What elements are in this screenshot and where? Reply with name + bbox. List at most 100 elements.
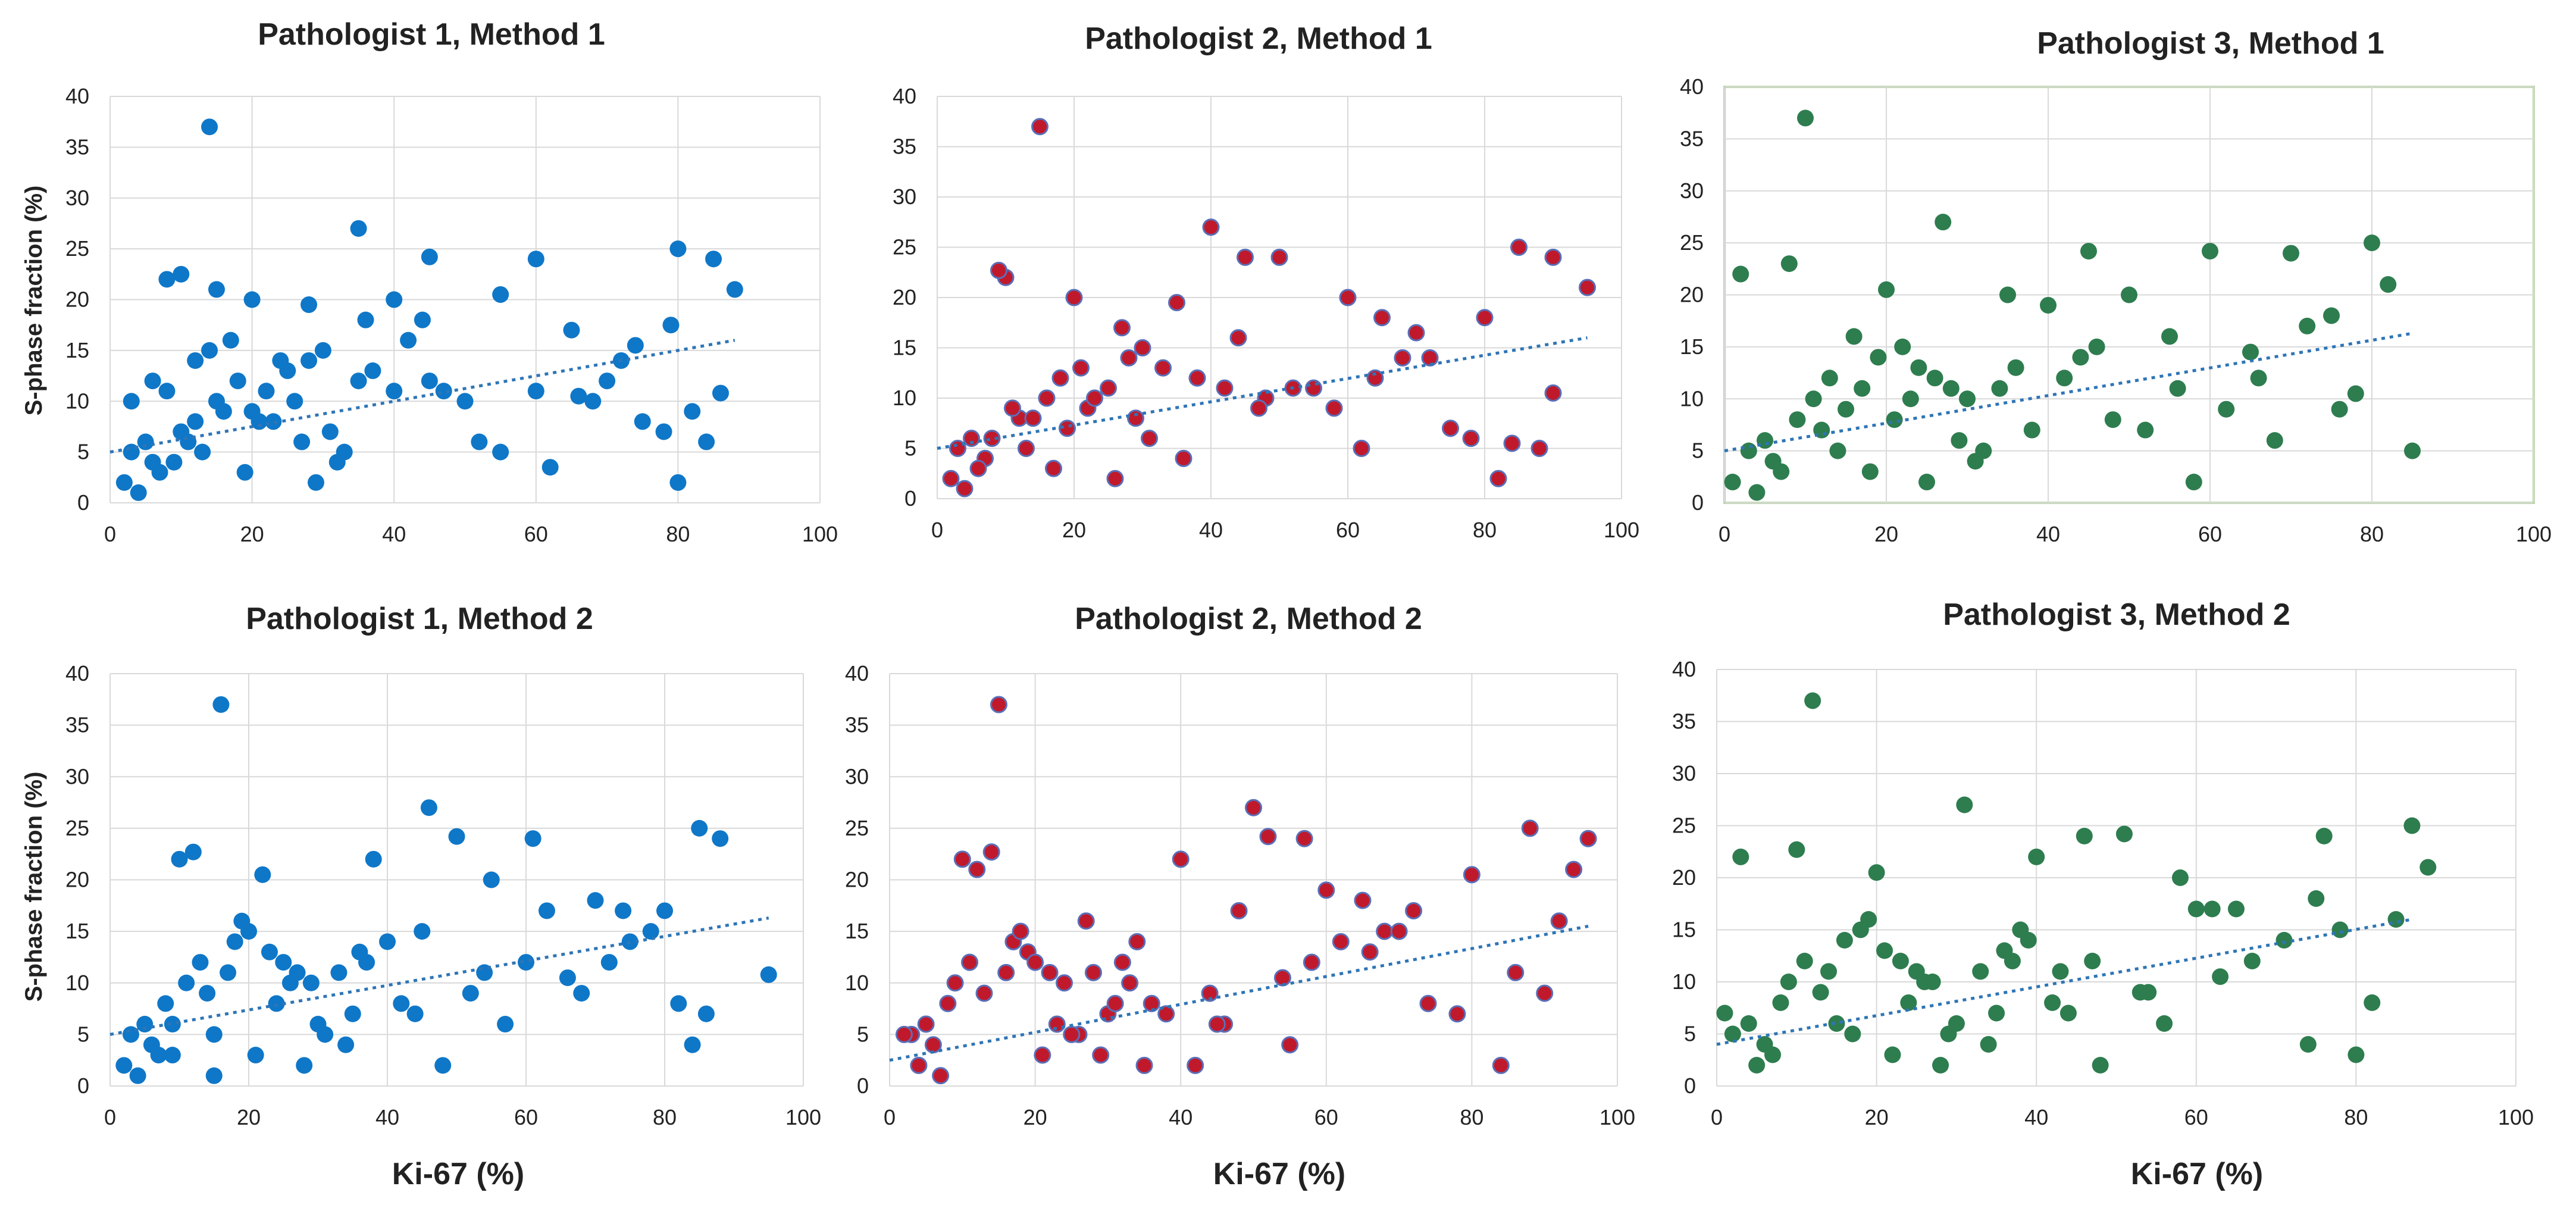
data-point — [1121, 974, 1139, 992]
y-tick-label: 35 — [845, 713, 869, 737]
x-tick-label: 100 — [1600, 1105, 1635, 1129]
y-tick-label: 5 — [904, 436, 916, 461]
x-tick-label: 100 — [1604, 518, 1639, 542]
data-point — [1100, 379, 1117, 397]
y-tick-label: 40 — [893, 84, 916, 108]
data-point — [968, 860, 986, 878]
y-tick-label: 5 — [1684, 1022, 1696, 1046]
data-point — [2380, 276, 2397, 293]
data-point — [1202, 218, 1220, 236]
data-point — [1821, 370, 1838, 387]
data-point — [1463, 866, 1481, 884]
data-point — [1836, 932, 1853, 949]
y-tick-label: 10 — [65, 971, 89, 995]
data-point — [1902, 390, 1919, 408]
data-point — [895, 1025, 913, 1043]
y-tick-label: 10 — [65, 389, 89, 413]
data-point — [1448, 1005, 1466, 1023]
data-point — [963, 430, 980, 447]
data-point — [1376, 922, 1394, 940]
y-tick-label: 25 — [893, 235, 916, 259]
data-point — [1476, 309, 1494, 327]
data-point — [1935, 214, 1952, 231]
y-tick-label: 15 — [65, 338, 89, 362]
data-point — [1295, 830, 1313, 847]
y-tick-label: 0 — [857, 1074, 869, 1098]
data-point — [2156, 1015, 2173, 1032]
data-point — [1967, 453, 1984, 470]
y-tick-label: 15 — [1672, 918, 1696, 942]
data-point — [296, 1057, 313, 1074]
data-point — [942, 470, 960, 487]
data-point — [205, 1026, 223, 1043]
data-point — [975, 984, 993, 1002]
y-tick-label: 10 — [1680, 386, 1704, 411]
data-point — [1972, 963, 1989, 980]
data-point — [1317, 881, 1335, 899]
data-point — [2203, 900, 2221, 918]
data-point — [2266, 432, 2283, 449]
data-point — [1716, 1004, 1733, 1022]
data-point — [1303, 953, 1320, 971]
data-point — [233, 912, 251, 930]
x-tick-label: 40 — [375, 1105, 399, 1129]
data-point — [492, 443, 509, 461]
data-point — [192, 954, 209, 971]
data-point — [1748, 1057, 1766, 1074]
data-point — [1273, 969, 1291, 987]
y-tick-label: 15 — [1680, 334, 1704, 359]
data-point — [414, 311, 431, 328]
data-point — [1305, 379, 1322, 397]
data-point — [406, 1005, 424, 1022]
y-tick-label: 0 — [1692, 490, 1704, 515]
data-point — [1051, 369, 1069, 387]
data-point — [1072, 359, 1090, 377]
data-point — [2072, 349, 2089, 366]
data-point — [187, 413, 204, 430]
data-point — [1996, 942, 2013, 959]
data-point — [1175, 449, 1192, 467]
data-point — [1208, 1015, 1226, 1033]
data-point — [150, 1047, 167, 1064]
data-point — [243, 291, 261, 308]
data-point — [351, 943, 368, 960]
data-point — [309, 1016, 327, 1033]
data-point — [215, 403, 232, 420]
data-point — [1789, 411, 1806, 428]
y-tick-label: 20 — [65, 868, 89, 892]
data-point — [1084, 963, 1102, 981]
data-point — [1201, 984, 1219, 1002]
data-point — [1748, 484, 1766, 501]
data-point — [1113, 319, 1131, 337]
data-point — [1168, 293, 1185, 311]
data-point — [1565, 860, 1583, 878]
data-point — [2028, 849, 2045, 865]
trend-line — [937, 336, 1588, 450]
data-point — [286, 393, 303, 410]
data-point — [1951, 432, 1968, 449]
data-point — [302, 974, 320, 991]
data-point — [365, 850, 382, 868]
x-tick-label: 0 — [884, 1105, 896, 1129]
x-tick-label: 80 — [2360, 522, 2384, 546]
data-point — [1844, 1025, 1861, 1043]
data-point — [1812, 984, 1829, 1001]
data-point — [1092, 1046, 1110, 1064]
data-point — [2275, 932, 2293, 949]
data-point — [115, 1057, 133, 1074]
data-point — [1442, 420, 1459, 437]
data-point — [1910, 359, 1927, 376]
data-point — [1550, 912, 1568, 930]
data-point — [932, 1067, 950, 1085]
data-point — [1796, 953, 1813, 969]
data-point — [261, 943, 278, 960]
data-point — [1034, 1046, 1051, 1064]
y-tick-label: 10 — [1672, 969, 1696, 994]
data-point — [1544, 384, 1562, 402]
data-point — [1521, 819, 1539, 837]
data-point — [158, 271, 176, 288]
data-point — [1154, 359, 1172, 377]
data-point — [1012, 922, 1029, 940]
data-point — [2171, 869, 2189, 886]
data-point — [364, 362, 381, 380]
